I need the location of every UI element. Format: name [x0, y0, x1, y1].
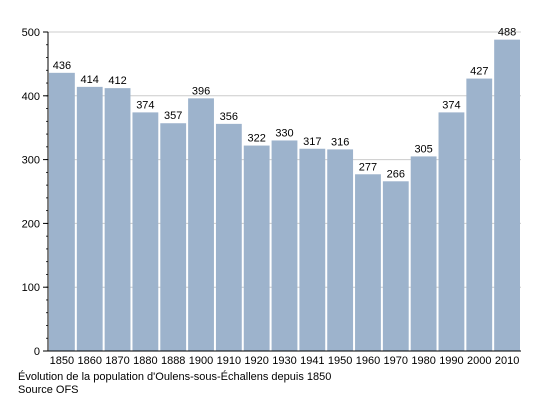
bar-1900 — [188, 98, 214, 352]
bar-1950 — [327, 149, 354, 351]
x-tick-label-1870: 1870 — [105, 355, 129, 367]
bar-2010 — [494, 39, 520, 351]
y-tick-label: 300 — [22, 155, 40, 167]
data-label-1860: 414 — [81, 74, 99, 86]
data-label-1920: 322 — [247, 133, 265, 145]
bar-1960 — [355, 174, 381, 351]
data-label-1970: 266 — [387, 168, 405, 180]
data-label-1910: 356 — [220, 111, 238, 123]
x-tick-label-2000: 2000 — [467, 355, 491, 367]
x-tick-label-1941: 1941 — [300, 355, 324, 367]
y-tick-label: 500 — [22, 27, 40, 39]
y-tick-label: 0 — [34, 346, 40, 358]
data-label-1850: 436 — [53, 60, 71, 72]
data-label-1960: 277 — [359, 161, 377, 173]
bar-1860 — [76, 86, 103, 352]
bar-1870 — [104, 88, 131, 352]
bar-1850 — [49, 72, 75, 351]
bar-1990 — [438, 112, 465, 351]
x-tick-label-1880: 1880 — [133, 355, 157, 367]
x-tick-label-1980: 1980 — [411, 355, 435, 367]
y-tick-label: 100 — [22, 282, 40, 294]
bar-1930 — [271, 140, 298, 351]
x-tick-label-1930: 1930 — [272, 355, 296, 367]
bar-1880 — [132, 112, 159, 351]
y-tick-label: 400 — [22, 91, 40, 103]
bar-2000 — [466, 78, 493, 351]
bar-1910 — [215, 123, 242, 351]
bar-1888 — [160, 123, 187, 351]
x-tick-label-1888: 1888 — [161, 355, 185, 367]
bars — [49, 39, 520, 352]
x-tick-label-1960: 1960 — [356, 355, 380, 367]
data-label-1941: 317 — [303, 136, 321, 148]
bar-1920 — [243, 145, 270, 351]
data-label-1980: 305 — [414, 143, 432, 155]
data-label-1870: 412 — [108, 75, 126, 87]
x-tick-label-1900: 1900 — [189, 355, 213, 367]
data-label-2010: 488 — [498, 27, 516, 39]
bar-1941 — [299, 148, 326, 351]
data-label-1930: 330 — [275, 127, 293, 139]
x-tick-label-1910: 1910 — [217, 355, 241, 367]
bar-1980 — [410, 156, 437, 351]
x-tick-label-1850: 1850 — [50, 355, 74, 367]
x-tick-label-1860: 1860 — [77, 355, 101, 367]
data-label-1880: 374 — [136, 99, 154, 111]
y-tick-label: 200 — [22, 218, 40, 230]
data-label-1990: 374 — [442, 99, 460, 111]
x-tick-label-1970: 1970 — [384, 355, 408, 367]
axes — [43, 31, 521, 352]
chart-caption: Évolution de la population d'Oulens-sous… — [18, 371, 332, 383]
x-tick-label-2010: 2010 — [495, 355, 519, 367]
x-tick-label-1920: 1920 — [244, 355, 268, 367]
data-label-1888: 357 — [164, 110, 182, 122]
x-tick-label-1950: 1950 — [328, 355, 352, 367]
bar-1970 — [382, 181, 409, 351]
data-label-1900: 396 — [192, 85, 210, 97]
x-tick-label-1990: 1990 — [439, 355, 463, 367]
labels: 0 100 200 300 400 500 436 1850 414 1860 412 1870 374… — [22, 27, 520, 367]
data-label-1950: 316 — [331, 136, 349, 148]
chart-source: Source OFS — [18, 384, 79, 396]
data-label-2000: 427 — [470, 66, 488, 78]
